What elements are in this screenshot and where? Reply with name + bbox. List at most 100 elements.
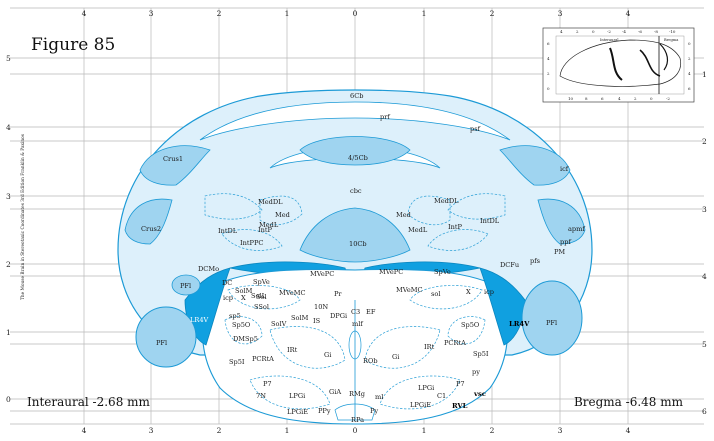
- inset-left-tick: 6: [547, 41, 550, 46]
- structure-label: PCRtA: [252, 355, 274, 363]
- inset-interaural-label: Interaural: [600, 38, 619, 42]
- structure-label: apmf: [568, 225, 585, 233]
- inset-left-tick: 2: [547, 71, 550, 76]
- folium-4-5cb-core: [299, 136, 411, 166]
- crus1-lobule: [139, 145, 211, 186]
- nucleus-boundary: [407, 195, 451, 226]
- top-tick: 4: [82, 9, 87, 18]
- structure-label: py: [472, 368, 480, 376]
- structure-label: mlf: [352, 320, 363, 328]
- bregma-coordinate: Bregma -6.48 mm: [573, 395, 683, 409]
- structure-label: SSol: [254, 303, 269, 311]
- bottom-axis-labels: 4 3 2 1 0 1 2 3 4: [82, 426, 631, 435]
- structure-label: IntP: [448, 223, 463, 231]
- nucleus-boundary: [224, 316, 263, 345]
- top-tick: 2: [490, 9, 495, 18]
- inset-right-tick: 4: [688, 71, 691, 76]
- structure-label: icp: [484, 288, 494, 296]
- atlas-credit: The Mouse Brain in Stereotaxic Coordinat…: [21, 134, 26, 300]
- top-tick: 3: [149, 9, 154, 18]
- top-tick: 3: [558, 9, 563, 18]
- structure-label: 4/5Cb: [348, 154, 368, 162]
- right-tick: 6: [702, 407, 707, 416]
- structure-label: 7N: [256, 392, 266, 400]
- folium-6cb: [199, 101, 511, 141]
- structure-label: C1: [437, 392, 446, 400]
- top-tick: 2: [217, 9, 222, 18]
- structure-label: icf: [560, 165, 569, 173]
- structure-label: Pr: [334, 290, 342, 298]
- structure-label: MedL: [408, 226, 428, 234]
- inset-right-tick: 0: [688, 41, 691, 46]
- right-tick: 5: [702, 340, 707, 349]
- structure-label: ppf: [560, 238, 571, 246]
- structure-label: LPGiE: [287, 408, 308, 416]
- nucleus-boundary: [447, 316, 486, 345]
- bottom-tick: 1: [285, 426, 290, 435]
- structure-label: MVePC: [310, 270, 334, 278]
- inset-top-tick: -6: [638, 29, 642, 34]
- left-tick: 5: [6, 54, 11, 63]
- top-tick: 1: [422, 9, 427, 18]
- structure-label: 10Cb: [349, 240, 367, 248]
- inset-top-tick: 4: [560, 29, 563, 34]
- bottom-tick: 3: [149, 426, 154, 435]
- structure-label: LPGiE: [410, 401, 431, 409]
- inset-top-tick: 2: [576, 29, 579, 34]
- structure-label: sp5: [229, 312, 241, 320]
- pm-lobule: [537, 198, 586, 245]
- figure-title: Figure 85: [31, 35, 116, 55]
- structure-label: MVePC: [379, 268, 403, 276]
- bottom-tick: 0: [353, 426, 358, 435]
- structure-label: P7: [263, 380, 272, 388]
- structure-label: PM: [554, 248, 565, 256]
- brain-section: [117, 89, 593, 425]
- structure-label: DCFu: [500, 261, 519, 269]
- nucleus-boundary: [227, 285, 301, 310]
- crus1-lobule-right: [499, 145, 571, 186]
- inset-right-tick: 6: [688, 86, 691, 91]
- structure-label: SolM: [235, 287, 253, 295]
- bottom-tick: 4: [82, 426, 87, 435]
- inset-bottom-tick: 2: [634, 96, 637, 101]
- structure-label: vsc: [473, 390, 486, 398]
- structure-label: IntP: [258, 226, 273, 234]
- structure-label: Sp5O: [232, 321, 251, 329]
- structure-label: Crus1: [163, 155, 183, 163]
- structure-label: IRt: [424, 343, 435, 351]
- structure-label: EF: [366, 308, 376, 316]
- nucleus-boundary: [409, 285, 483, 310]
- structure-label: SpVe: [253, 278, 270, 286]
- lateral-recess-right: [479, 267, 526, 346]
- structure-label: 4V: [350, 277, 359, 285]
- right-tick: 4: [702, 272, 707, 281]
- structure-label: Gi: [392, 353, 399, 361]
- right-axis-labels: 1 2 3 4 5 6: [702, 70, 707, 416]
- inset-bottom-tick: 8: [585, 96, 588, 101]
- inset-sagittal-map: 4 2 0 -2 -4 -6 -8 -10 6 4 2 0 0 2 4 6 10…: [542, 27, 695, 103]
- right-tick: 2: [702, 137, 707, 146]
- top-tick: 1: [285, 9, 290, 18]
- nucleus-boundary: [259, 195, 303, 226]
- structure-label: Med: [275, 211, 291, 219]
- structure-label: MVeMC: [396, 286, 423, 294]
- left-tick: 4: [6, 123, 11, 132]
- structure-label: Sol: [256, 293, 267, 301]
- structure-label: Med: [396, 211, 412, 219]
- left-tick: 2: [6, 260, 11, 269]
- structure-label: ROb: [363, 357, 378, 365]
- inset-bottom-tick: 0: [650, 96, 653, 101]
- paraflocculus-left: [135, 306, 197, 368]
- bottom-tick: 1: [422, 426, 427, 435]
- structure-label: PFl: [156, 339, 167, 347]
- bottom-tick: 2: [217, 426, 222, 435]
- structure-label: PPy: [318, 407, 331, 415]
- bottom-tick: 3: [558, 426, 563, 435]
- inset-right-tick: 2: [688, 56, 691, 61]
- inset-bregma-label: Bregma: [664, 38, 679, 42]
- structure-label: MVeMC: [279, 289, 306, 297]
- structure-label: SolL: [251, 292, 267, 300]
- inset-bottom-tick: -2: [666, 96, 670, 101]
- structure-label: DCMo: [198, 265, 219, 273]
- structure-label: 6Cb: [350, 92, 363, 100]
